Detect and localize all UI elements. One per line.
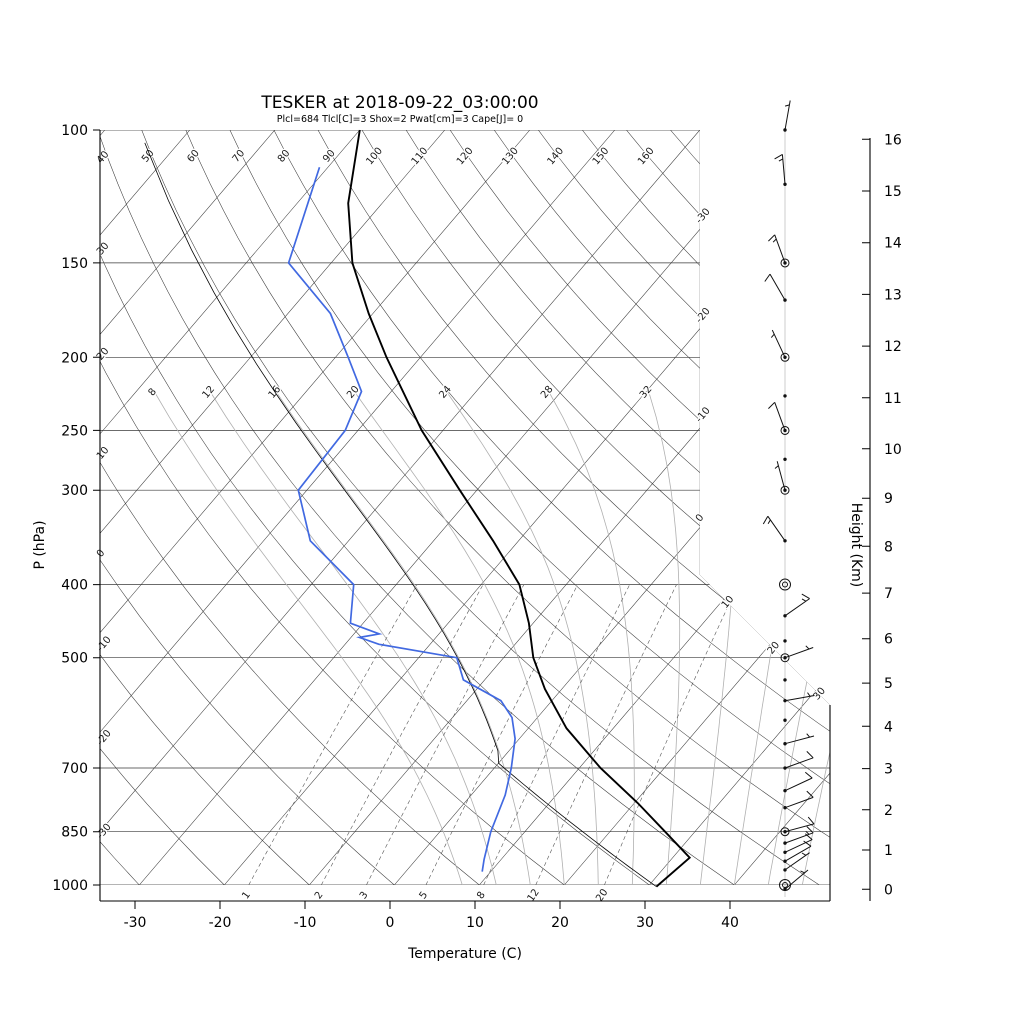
- svg-text:150: 150: [61, 256, 88, 272]
- svg-text:130: 130: [500, 146, 521, 168]
- svg-text:0: 0: [95, 548, 108, 560]
- svg-text:15: 15: [884, 184, 902, 200]
- svg-text:500: 500: [61, 651, 88, 667]
- svg-text:300: 300: [61, 483, 88, 499]
- svg-text:80: 80: [276, 148, 293, 165]
- svg-text:10: 10: [466, 915, 484, 931]
- svg-text:250: 250: [61, 423, 88, 439]
- svg-text:0: 0: [386, 915, 395, 931]
- svg-text:700: 700: [61, 761, 88, 777]
- svg-text:150: 150: [591, 146, 612, 168]
- svg-text:20: 20: [95, 346, 112, 363]
- sounding-profiles: [144, 129, 692, 888]
- svg-text:-30: -30: [694, 207, 713, 227]
- svg-text:1000: 1000: [52, 878, 88, 894]
- svg-text:140: 140: [545, 146, 566, 168]
- dewpoint-curve: [287, 166, 516, 872]
- svg-text:13: 13: [884, 287, 902, 303]
- svg-text:14: 14: [884, 236, 902, 252]
- svg-text:100: 100: [61, 123, 88, 139]
- svg-text:120: 120: [455, 146, 476, 168]
- svg-text:8: 8: [884, 539, 893, 555]
- svg-text:0: 0: [884, 882, 893, 898]
- chart-params-line: Plcl=684 Tlcl[C]=3 Shox=2 Pwat[cm]=3 Cap…: [277, 114, 523, 125]
- svg-text:110: 110: [410, 146, 431, 168]
- svg-text:30: 30: [636, 915, 654, 931]
- svg-text:2: 2: [313, 890, 326, 902]
- svg-text:20: 20: [551, 915, 569, 931]
- svg-text:-20: -20: [95, 728, 114, 748]
- svg-text:40: 40: [721, 915, 739, 931]
- y-axis-label-right: Height (Km): [848, 503, 864, 587]
- svg-text:2: 2: [884, 803, 893, 819]
- svg-text:70: 70: [231, 148, 248, 165]
- svg-text:1: 1: [240, 890, 253, 902]
- svg-text:100: 100: [364, 146, 385, 168]
- svg-text:850: 850: [61, 825, 88, 841]
- y-axis-label-left: P (hPa): [32, 520, 48, 569]
- svg-text:3: 3: [884, 762, 893, 778]
- svg-text:50: 50: [140, 148, 157, 165]
- svg-text:40: 40: [95, 149, 112, 166]
- svg-text:-20: -20: [694, 306, 713, 326]
- svg-text:3: 3: [358, 890, 371, 902]
- svg-text:6: 6: [884, 632, 893, 648]
- svg-text:30: 30: [811, 686, 828, 703]
- svg-text:1: 1: [884, 843, 893, 859]
- svg-text:10: 10: [884, 442, 902, 458]
- svg-text:-20: -20: [209, 915, 232, 931]
- wind-barb-column: [762, 100, 815, 897]
- svg-text:-30: -30: [124, 915, 147, 931]
- background-grid-labels: 50 60 70 80 90 100 110 120 130 140 150 160403020100…: [94, 144, 830, 905]
- svg-text:-10: -10: [95, 634, 114, 654]
- svg-text:4: 4: [884, 719, 893, 735]
- svg-text:90: 90: [321, 148, 338, 165]
- svg-text:16: 16: [884, 132, 902, 148]
- x-axis-label: Temperature (C): [407, 946, 522, 962]
- svg-text:5: 5: [884, 676, 893, 692]
- svg-text:160: 160: [636, 146, 657, 168]
- svg-text:60: 60: [185, 148, 202, 165]
- svg-text:20: 20: [766, 640, 783, 657]
- chart-title: TESKER at 2018-09-22_03:00:00: [260, 93, 538, 113]
- svg-text:-10: -10: [694, 405, 713, 425]
- svg-text:5: 5: [418, 890, 431, 902]
- svg-text:9: 9: [884, 491, 893, 507]
- svg-text:400: 400: [61, 578, 88, 594]
- svg-text:8: 8: [475, 890, 488, 902]
- parcel-trace: [144, 142, 657, 887]
- svg-text:30: 30: [95, 241, 112, 258]
- svg-text:11: 11: [884, 391, 902, 407]
- svg-text:10: 10: [95, 445, 112, 462]
- svg-text:10: 10: [720, 594, 737, 611]
- svg-text:200: 200: [61, 350, 88, 366]
- svg-text:12: 12: [884, 339, 902, 355]
- svg-text:-10: -10: [294, 915, 317, 931]
- svg-text:28: 28: [539, 384, 556, 401]
- temperature-curve: [347, 129, 692, 888]
- svg-text:7: 7: [884, 586, 893, 602]
